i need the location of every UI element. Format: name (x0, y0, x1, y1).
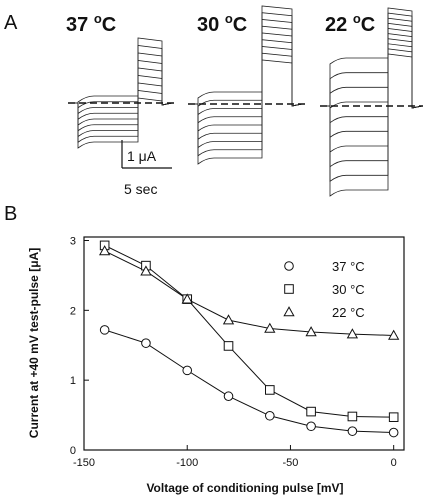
data-point-square (223, 341, 234, 351)
legend-marker-circle (284, 261, 294, 271)
y-tick-label: 3 (70, 235, 76, 247)
series-markers (98, 240, 400, 438)
panel-a-letter: A (4, 12, 18, 34)
data-point-circle (306, 421, 316, 432)
trace-30-label: 30 oC (197, 11, 247, 36)
data-point-triangle (264, 322, 276, 333)
x-tick-label: -100 (176, 457, 198, 469)
current-trace (190, 46, 303, 116)
series-line-circle (104, 329, 394, 434)
current-trace (322, 27, 423, 139)
data-point-triangle (346, 328, 359, 339)
current-traces (68, 5, 423, 197)
current-trace (70, 45, 173, 144)
data-point-circle (223, 391, 234, 402)
trace-block-0 (68, 37, 176, 149)
current-trace (190, 32, 303, 132)
x-tick-label: -50 (282, 457, 298, 469)
x-tick-label: 0 (391, 457, 397, 469)
current-trace (190, 25, 303, 141)
data-point-circle (347, 426, 358, 436)
data-point-square (265, 385, 275, 395)
y-tick-label: 0 (70, 445, 76, 457)
data-point-square (347, 411, 358, 422)
data-point-square (388, 412, 399, 422)
series-lines (104, 244, 394, 434)
trace-block-1 (188, 5, 306, 165)
legend-label: 22 °C (332, 305, 365, 320)
current-trace (322, 17, 423, 168)
trace-22-label: 22 oC (325, 11, 375, 36)
current-trace (322, 43, 423, 109)
data-point-circle (265, 410, 275, 421)
current-trace (190, 12, 303, 157)
legend-marker-square (284, 284, 294, 294)
current-trace (70, 82, 173, 115)
current-trace (70, 52, 173, 138)
scale-current-label: 1 μA (127, 148, 157, 164)
current-trace (70, 67, 173, 126)
data-point-triangle (305, 326, 317, 337)
data-point-triangle (181, 293, 193, 304)
data-point-triangle (140, 265, 152, 276)
data-point-circle (182, 365, 193, 376)
current-trace (70, 95, 173, 106)
panel-b-letter: B (4, 203, 17, 225)
data-point-triangle (98, 245, 111, 256)
current-trace (70, 75, 173, 121)
y-axis-title: Current at +40 mV test-pulse [μA] (27, 248, 41, 438)
x-axis-title: Voltage of conditioning pulse [mV] (146, 481, 343, 495)
current-trace (322, 22, 423, 153)
data-point-circle (99, 325, 110, 335)
scale-bar: 1 μA 5 sec (121, 140, 172, 197)
trace-37-label: 37 oC (66, 11, 116, 36)
data-point-square (306, 406, 316, 417)
data-point-triangle (388, 329, 400, 340)
current-trace (190, 19, 303, 149)
x-tick-label: -150 (73, 457, 95, 469)
current-trace (70, 37, 173, 149)
data-point-circle (141, 338, 151, 348)
series-line-square (104, 244, 394, 418)
current-trace (190, 5, 303, 165)
current-trace (70, 60, 173, 132)
current-trace (70, 90, 173, 109)
current-trace (322, 53, 423, 109)
current-trace (190, 59, 303, 107)
current-trace (190, 52, 303, 108)
current-trace (322, 38, 423, 109)
trace-block-2 (320, 7, 423, 197)
scale-time-label: 5 sec (124, 181, 157, 197)
data-point-circle (388, 427, 399, 438)
series-line-triangle (104, 250, 394, 336)
data-point-triangle (222, 314, 235, 325)
y-tick-label: 2 (70, 305, 76, 317)
plot-frame (83, 236, 405, 451)
current-trace (322, 33, 423, 124)
y-tick-label: 1 (70, 375, 76, 387)
current-trace (322, 12, 423, 183)
legend-marker-triangle (283, 306, 295, 317)
current-trace (190, 39, 303, 124)
legend-label: 30 °C (332, 282, 365, 297)
legend-label: 37 °C (332, 259, 365, 274)
current-trace (322, 7, 423, 197)
legend: 37 °C 30 °C 22 °C (283, 259, 365, 320)
axis-ticks: -150 -100 -50 0 0 1 2 3 (70, 235, 397, 469)
